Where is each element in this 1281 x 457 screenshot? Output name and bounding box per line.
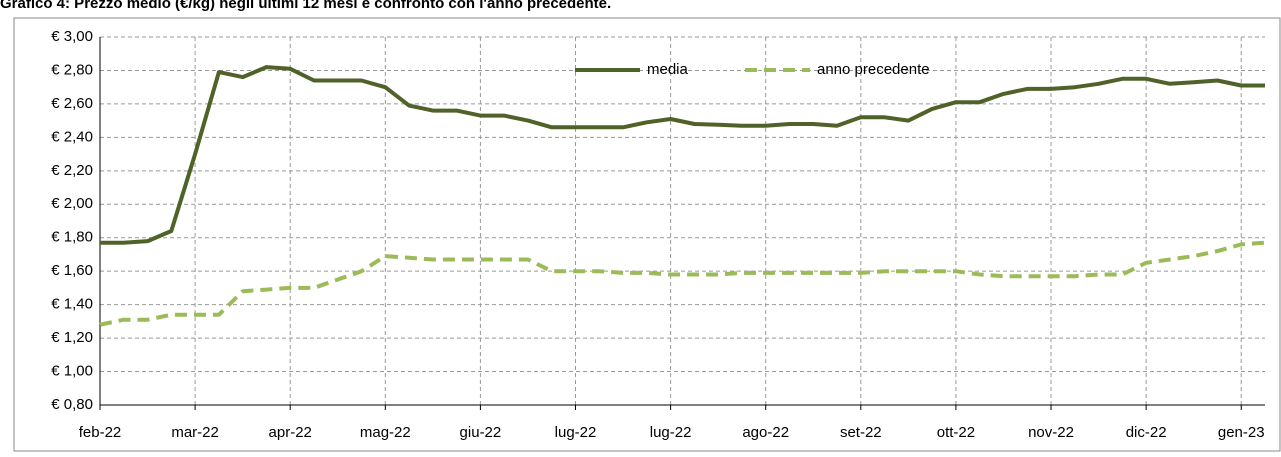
y-tick-label: € 2,00 [51,195,93,212]
x-tick-label: mar-22 [171,424,219,441]
x-tick-label: dic-22 [1126,424,1167,441]
x-tick-label: ott-22 [937,424,975,441]
y-tick-label: € 2,20 [51,162,93,179]
y-tick-label: € 1,20 [51,329,93,346]
y-tick-label: € 1,40 [51,296,93,313]
y-tick-label: € 2,60 [51,95,93,112]
line-series [99,240,1266,327]
x-tick-label: giu-22 [460,424,502,441]
y-tick-label: € 1,60 [51,262,93,279]
legend-label: media [647,61,689,78]
x-tick-label: nov-22 [1028,424,1074,441]
y-tick-label: € 2,80 [51,61,93,78]
chart-border [13,17,1281,452]
x-tick-label: lug-22 [555,424,597,441]
x-tick-label: lug-22 [650,424,692,441]
x-tick-label: set-22 [840,424,882,441]
legend-label: anno precedente [817,61,930,78]
x-tick-label: feb-22 [79,424,122,441]
y-tick-label: € 2,40 [51,128,93,145]
chart-title: Grafico 4: Prezzo medio (€/kg) negli ult… [0,0,611,12]
y-tick-label: € 1,00 [51,363,93,380]
line-series [100,65,1265,245]
y-tick-label: € 0,80 [51,396,93,413]
x-tick-label: gen-23 [1218,424,1265,441]
x-tick-label: apr-22 [269,424,312,441]
y-tick-label: € 1,80 [51,229,93,246]
x-tick-label: ago-22 [742,424,789,441]
x-tick-label: mag-22 [360,424,411,441]
y-tick-label: € 3,00 [51,28,93,45]
